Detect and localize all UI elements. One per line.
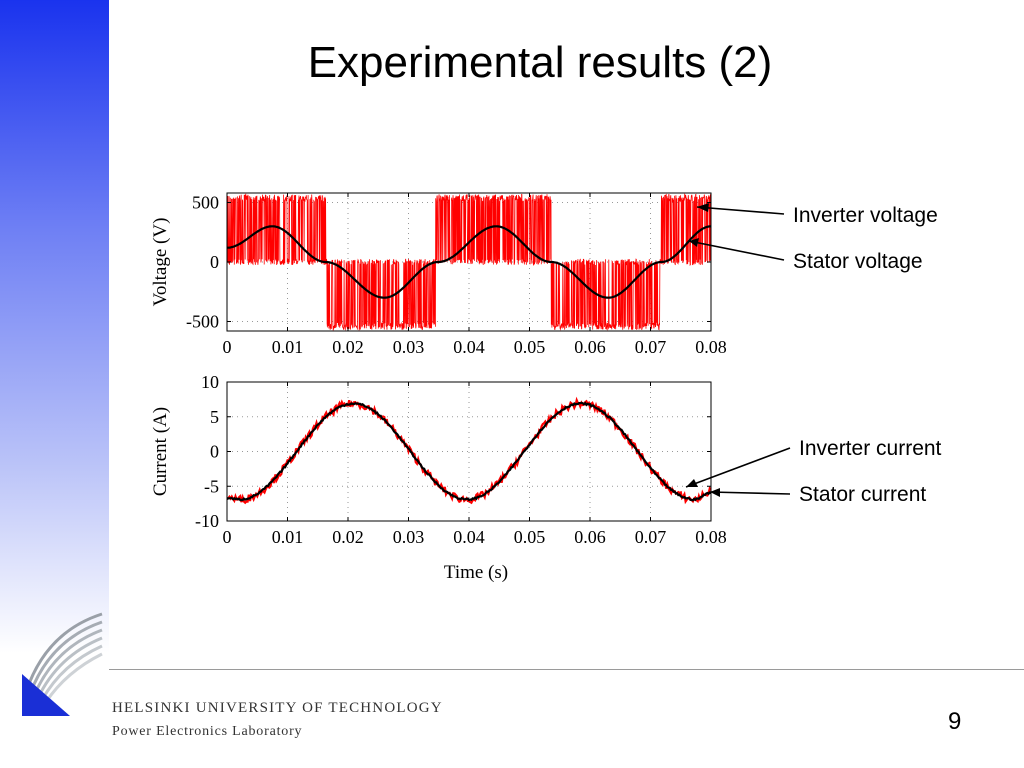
current-chart: 0 0.01 0.02 0.03 0.04 0.05 0.06 0.07 0.08 10 5 0 -5 -… — [150, 372, 727, 547]
label-inverter-current: Inverter current — [799, 437, 942, 460]
label-stator-current: Stator current — [799, 483, 926, 506]
y-tick-label: 0 — [210, 442, 219, 462]
x-tick-label: 0.01 — [272, 337, 304, 357]
slide-title: Experimental results (2) — [307, 38, 773, 87]
sidebar-gradient — [0, 0, 109, 768]
x-tick-label: 0.07 — [635, 337, 667, 357]
arrow-stator-voltage — [688, 240, 785, 261]
x-tick-label: 0.06 — [574, 337, 606, 357]
footer-university: HELSINKI UNIVERSITY OF TECHNOLOGY — [112, 700, 443, 716]
y-axis-label: Voltage (V) — [150, 218, 171, 307]
y-tick-label: 5 — [210, 407, 219, 427]
series-line-inverter-voltage — [226, 193, 712, 332]
x-tick-label: 0.04 — [453, 337, 485, 357]
page-number: 9 — [948, 708, 962, 735]
y-tick-label: -10 — [195, 511, 219, 531]
y-tick-label: 500 — [192, 193, 219, 213]
x-tick-label: 0.01 — [272, 527, 304, 547]
x-tick-label: 0.08 — [695, 527, 727, 547]
series-line-stator-voltage — [227, 225, 712, 299]
footer-divider — [109, 669, 1024, 670]
y-axis-label: Current (A) — [150, 407, 171, 496]
arrow-inverter-current — [685, 447, 791, 488]
y-tick-label: -500 — [186, 311, 219, 331]
voltage-chart: 0 0.01 0.02 0.03 0.04 0.05 0.06 0.07 0.085000-50… — [150, 192, 727, 357]
label-inverter-voltage: Inverter voltage — [793, 204, 938, 227]
x-tick-label: 0.05 — [514, 337, 546, 357]
x-tick-label: 0 — [223, 527, 232, 547]
x-tick-label: 0.03 — [393, 337, 425, 357]
series-line-stator-current — [226, 401, 712, 502]
x-tick-label: 0.02 — [332, 527, 364, 547]
label-stator-voltage: Stator voltage — [793, 250, 923, 273]
x-tick-label: 0 — [223, 337, 232, 357]
y-tick-label: 10 — [201, 372, 219, 392]
x-tick-label: 0.03 — [393, 527, 425, 547]
x-tick-label: 0.05 — [514, 527, 546, 547]
x-tick-label: 0.02 — [332, 337, 364, 357]
x-tick-label: 0.07 — [635, 527, 667, 547]
x-tick-label: 0.08 — [695, 337, 727, 357]
x-axis-label: Time (s) — [444, 562, 508, 583]
y-tick-label: 0 — [210, 252, 219, 272]
y-tick-label: -5 — [204, 476, 219, 496]
arrow-inverter-voltage — [696, 206, 785, 215]
x-tick-label: 0.04 — [453, 527, 485, 547]
footer-lab: Power Electronics Laboratory — [112, 724, 303, 739]
x-tick-label: 0.06 — [574, 527, 606, 547]
arrow-stator-current — [709, 491, 791, 495]
university-logo-icon — [22, 612, 103, 716]
